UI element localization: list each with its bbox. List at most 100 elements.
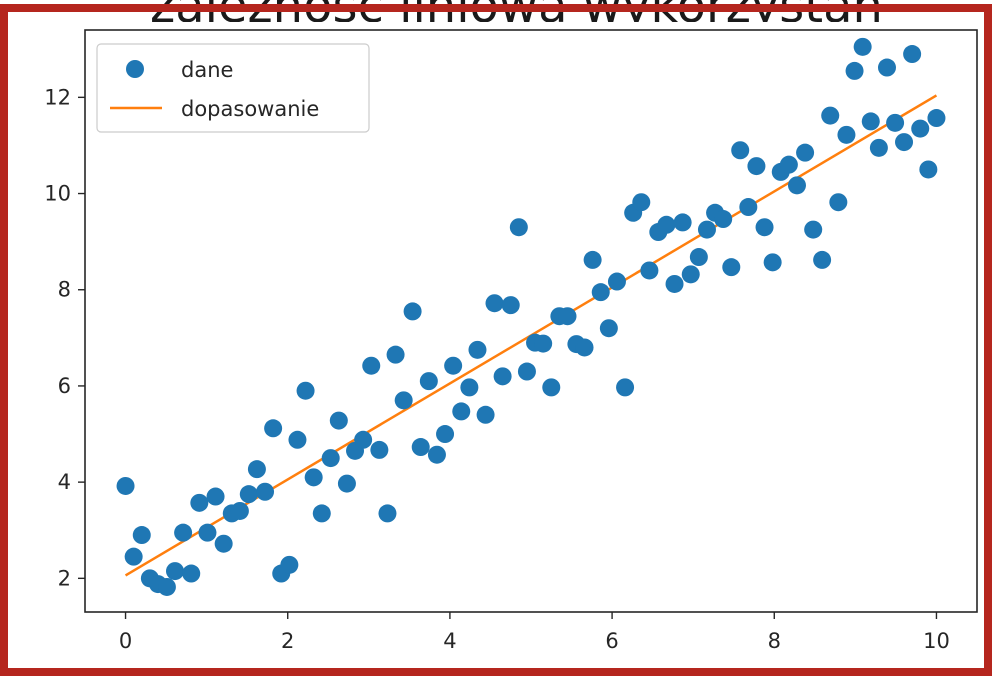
data-point	[689, 248, 708, 267]
data-point	[509, 218, 528, 237]
data-point	[280, 555, 299, 574]
data-point	[722, 258, 741, 277]
x-tick-label: 10	[923, 629, 950, 653]
data-point	[337, 474, 356, 493]
data-point	[583, 250, 602, 269]
data-point	[411, 438, 430, 457]
legend-box	[96, 43, 370, 133]
data-point	[288, 430, 307, 449]
data-point	[697, 220, 716, 239]
data-point	[747, 157, 766, 176]
data-point	[354, 430, 373, 449]
data-point	[166, 562, 185, 581]
data-point	[665, 274, 684, 293]
data-point	[198, 523, 217, 542]
data-point	[927, 109, 946, 128]
data-point	[903, 45, 922, 64]
y-tick-label: 10	[44, 182, 71, 206]
data-point	[821, 106, 840, 125]
data-point	[321, 449, 340, 468]
data-point	[714, 210, 733, 229]
data-point	[731, 141, 750, 160]
data-point	[787, 176, 806, 195]
x-tick-label: 8	[768, 629, 781, 653]
data-point	[370, 440, 389, 459]
data-point	[599, 319, 618, 338]
data-point	[124, 547, 143, 566]
data-point	[206, 487, 225, 506]
data-point	[394, 391, 413, 410]
y-tick-label: 6	[58, 374, 71, 398]
data-point	[607, 272, 626, 291]
data-point	[312, 504, 331, 523]
data-point	[632, 193, 651, 212]
data-point	[837, 125, 856, 144]
x-tick-label: 4	[443, 629, 456, 653]
data-point	[427, 445, 446, 464]
data-point	[157, 577, 176, 596]
data-point	[575, 338, 594, 357]
data-point	[796, 143, 815, 162]
legend-marker-dane	[126, 60, 144, 78]
data-point	[296, 381, 315, 400]
data-point	[436, 425, 455, 444]
data-point	[174, 523, 193, 542]
data-point	[501, 296, 520, 315]
x-tick-label: 2	[281, 629, 294, 653]
data-point	[919, 160, 938, 179]
legend-label-dopasowanie: dopasowanie	[181, 97, 319, 121]
data-point	[853, 37, 872, 56]
data-point	[329, 411, 348, 430]
data-point	[861, 112, 880, 131]
data-point	[378, 504, 397, 523]
data-point	[362, 356, 381, 375]
y-tick-label: 12	[44, 85, 71, 109]
legend-label-dane: dane	[181, 58, 233, 82]
y-tick-label: 4	[58, 470, 71, 494]
data-point	[452, 402, 471, 421]
data-point	[230, 501, 249, 520]
data-point	[517, 362, 536, 381]
axis-ticks: 0 2 4 6 8 10 2 4 6 8 10 12	[44, 85, 950, 653]
data-point	[182, 564, 201, 583]
data-point	[468, 340, 487, 359]
data-point	[476, 405, 495, 424]
data-point	[779, 155, 798, 174]
data-point	[444, 356, 463, 375]
data-point	[739, 198, 758, 217]
y-tick-label: 8	[58, 278, 71, 302]
data-point	[829, 193, 848, 212]
x-tick-label: 6	[605, 629, 618, 653]
data-point	[542, 378, 561, 397]
data-point	[534, 334, 553, 353]
data-point	[558, 307, 577, 326]
data-point	[877, 58, 896, 77]
data-point	[813, 250, 832, 269]
data-point	[247, 460, 266, 479]
data-point	[681, 265, 700, 284]
data-point	[304, 468, 323, 487]
data-point	[895, 133, 914, 152]
y-tick-label: 2	[58, 566, 71, 590]
data-point	[190, 493, 209, 512]
data-point	[911, 119, 930, 138]
data-point	[460, 378, 479, 397]
data-point	[763, 253, 782, 272]
data-point	[264, 419, 283, 438]
x-tick-label: 0	[119, 629, 132, 653]
legend: dane dopasowanie	[96, 43, 370, 133]
data-point	[886, 113, 905, 132]
data-point	[869, 138, 888, 157]
data-point	[485, 294, 504, 313]
data-point	[214, 534, 233, 553]
data-point	[640, 261, 659, 280]
red-border	[0, 4, 992, 676]
data-point	[845, 61, 864, 80]
data-point	[419, 372, 438, 391]
data-point	[673, 213, 692, 232]
data-point	[493, 367, 512, 386]
data-point	[256, 482, 275, 501]
data-point	[116, 476, 135, 495]
